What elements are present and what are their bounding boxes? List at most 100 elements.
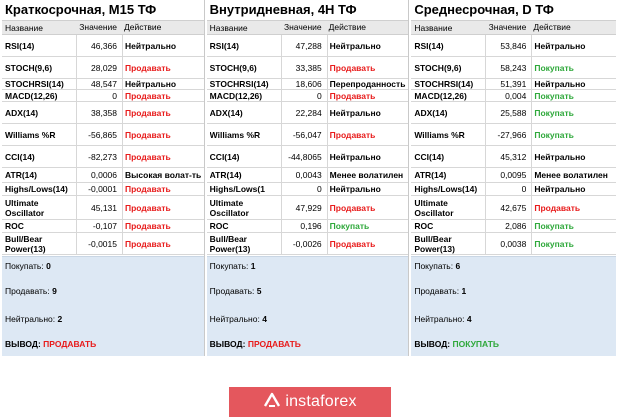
indicator-action: Продавать — [326, 196, 409, 219]
indicator-value: 0 — [316, 90, 322, 101]
summary-verdict: ВЫВОД: ПРОДАВАТЬ — [5, 339, 96, 349]
indicator-action: Покупать — [531, 124, 616, 145]
table-row: STOCH(9,6) 28,029 Продавать — [2, 57, 204, 79]
indicator-action: Нейтрально — [326, 183, 409, 195]
indicator-value: 25,588 — [500, 107, 527, 118]
instaforex-logo-icon — [263, 392, 281, 413]
indicator-action: Нейтрально — [122, 79, 204, 89]
indicator-action: Нейтрально — [326, 35, 409, 56]
summary-buy-count: Покупать: 6 — [414, 261, 460, 271]
indicator-name: MACD(12,26) — [414, 90, 487, 101]
brand-text: instaforex — [285, 393, 357, 410]
indicator-action: Продавать — [122, 196, 204, 219]
indicator-action: Продавать — [122, 183, 204, 195]
table-row: Williams %R -56,047 Продавать — [206, 124, 409, 146]
indicator-name: ATR(14) — [414, 168, 487, 182]
table-header: Название Значение Действие — [411, 20, 616, 35]
summary-buy-count: Покупать: 1 — [210, 261, 256, 271]
summary-sell-count: Продавать: 1 — [414, 286, 466, 296]
table-row: MACD(12,26) 0 Продавать — [206, 90, 409, 102]
indicator-value: 46,366 — [91, 40, 117, 51]
indicator-name: STOCHRSI(14) — [210, 79, 282, 89]
table-row: ATR(14) 0,0043 Менее волатилен — [206, 168, 409, 183]
indicator-name: ADX(14) — [414, 102, 487, 123]
summary-label: Продавать: — [414, 286, 460, 296]
indicator-action: Покупать — [531, 233, 616, 254]
indicator-name: ADX(14) — [5, 102, 77, 123]
indicator-name: Ultimate Oscillator — [5, 196, 77, 219]
indicator-action: Покупать — [326, 220, 409, 232]
indicator-action: Продавать — [326, 90, 409, 101]
indicator-value: -56,865 — [88, 129, 117, 140]
table-row: Ultimate Oscillator 47,929 Продавать — [206, 196, 409, 220]
indicator-value: 58,243 — [500, 62, 527, 73]
summary-neutral-count: Нейтрально: 2 — [5, 314, 62, 324]
indicator-action: Менее волатилен — [326, 168, 409, 182]
table-row: Bull/Bear Power(13) -0,0026 Продавать — [206, 233, 409, 255]
indicator-action: Продавать — [122, 57, 204, 78]
indicator-value: 45,131 — [91, 202, 117, 213]
indicator-action: Менее волатилен — [531, 168, 616, 182]
indicator-value: -0,107 — [92, 221, 117, 231]
summary-label: Продавать: — [5, 286, 50, 296]
column-header-name: Название — [414, 22, 453, 33]
table-row: CCI(14) 45,312 Нейтрально — [411, 146, 616, 168]
indicator-name: CCI(14) — [414, 146, 487, 167]
indicator-value: 0 — [112, 90, 117, 101]
table-row: ATR(14) 0,0006 Высокая волат-ть — [2, 168, 204, 183]
summary-box: Покупать: 6 Продавать: 1 Нейтрально: 4 ВЫВО… — [411, 256, 616, 356]
table-row: CCI(14) -44,8065 Нейтрально — [206, 146, 409, 168]
table-row: STOCHRSI(14) 48,547 Нейтрально — [2, 79, 204, 90]
timeframe-panel: Среднесрочная, D ТФ Название Значение Дейст… — [411, 0, 616, 356]
indicator-name: RSI(14) — [5, 35, 77, 56]
indicator-name: Williams %R — [210, 124, 282, 145]
summary-value: 4 — [466, 314, 472, 324]
verdict-label: ВЫВОД: — [414, 339, 451, 349]
table-row: RSI(14) 47,288 Нейтрально — [206, 35, 409, 57]
column-header-value: Значение — [79, 22, 117, 32]
indicator-value: 48,547 — [91, 79, 117, 89]
table-row: ADX(14) 22,284 Нейтрально — [206, 102, 409, 124]
indicator-action: Покупать — [531, 57, 616, 78]
indicator-value: 0,004 — [505, 90, 527, 101]
indicator-name: MACD(12,26) — [5, 90, 77, 101]
indicator-value: -0,0026 — [292, 238, 322, 249]
verdict-value: ПРОДАВАТЬ — [247, 339, 301, 349]
indicator-action: Продавать — [122, 146, 204, 167]
table-row: Highs/Lows(1 0 Нейтрально — [206, 183, 409, 196]
indicator-name: ROC — [5, 220, 77, 232]
indicator-name: ATR(14) — [210, 168, 282, 182]
timeframe-panel: Внутридневная, 4H ТФ Название Значение Дейс… — [206, 0, 410, 356]
indicator-name: STOCH(9,6) — [414, 57, 487, 78]
summary-value: 4 — [262, 314, 267, 324]
indicator-value: 0,0038 — [500, 238, 527, 249]
indicator-name: Bull/Bear Power(13) — [210, 233, 282, 254]
summary-label: Продавать: — [209, 286, 255, 296]
brand-banner[interactable]: instaforex — [229, 387, 391, 417]
indicator-value: 22,284 — [295, 107, 322, 118]
indicator-action: Нейтрально — [326, 102, 409, 123]
table-row: ADX(14) 38,358 Продавать — [2, 102, 204, 124]
indicator-value: -56,047 — [292, 129, 322, 140]
summary-label: Нейтрально: — [209, 314, 260, 324]
summary-neutral-count: Нейтрально: 4 — [414, 314, 471, 324]
column-header-action: Действие — [328, 22, 367, 32]
indicator-value: 45,312 — [500, 151, 527, 162]
indicator-value: 38,358 — [91, 107, 117, 118]
indicator-name: ROC — [414, 220, 487, 232]
indicator-name: RSI(14) — [414, 35, 487, 56]
column-header-value: Значение — [283, 22, 322, 32]
table-row: ROC -0,107 Продавать — [2, 220, 204, 233]
summary-value: 1 — [250, 261, 256, 271]
indicator-action: Перепроданность — [326, 79, 409, 89]
indicator-value: 0,196 — [300, 221, 322, 231]
indicator-value: 2,086 — [505, 221, 527, 231]
summary-label: Покупать: — [414, 261, 454, 271]
table-row: MACD(12,26) 0,004 Покупать — [411, 90, 616, 102]
summary-value: 1 — [461, 286, 467, 296]
indicator-action: Продавать — [122, 90, 204, 101]
indicator-name: CCI(14) — [5, 146, 77, 167]
column-header-name: Название — [209, 22, 248, 33]
panel-title: Внутридневная, 4H ТФ — [209, 2, 357, 17]
summary-value: 6 — [455, 261, 461, 271]
